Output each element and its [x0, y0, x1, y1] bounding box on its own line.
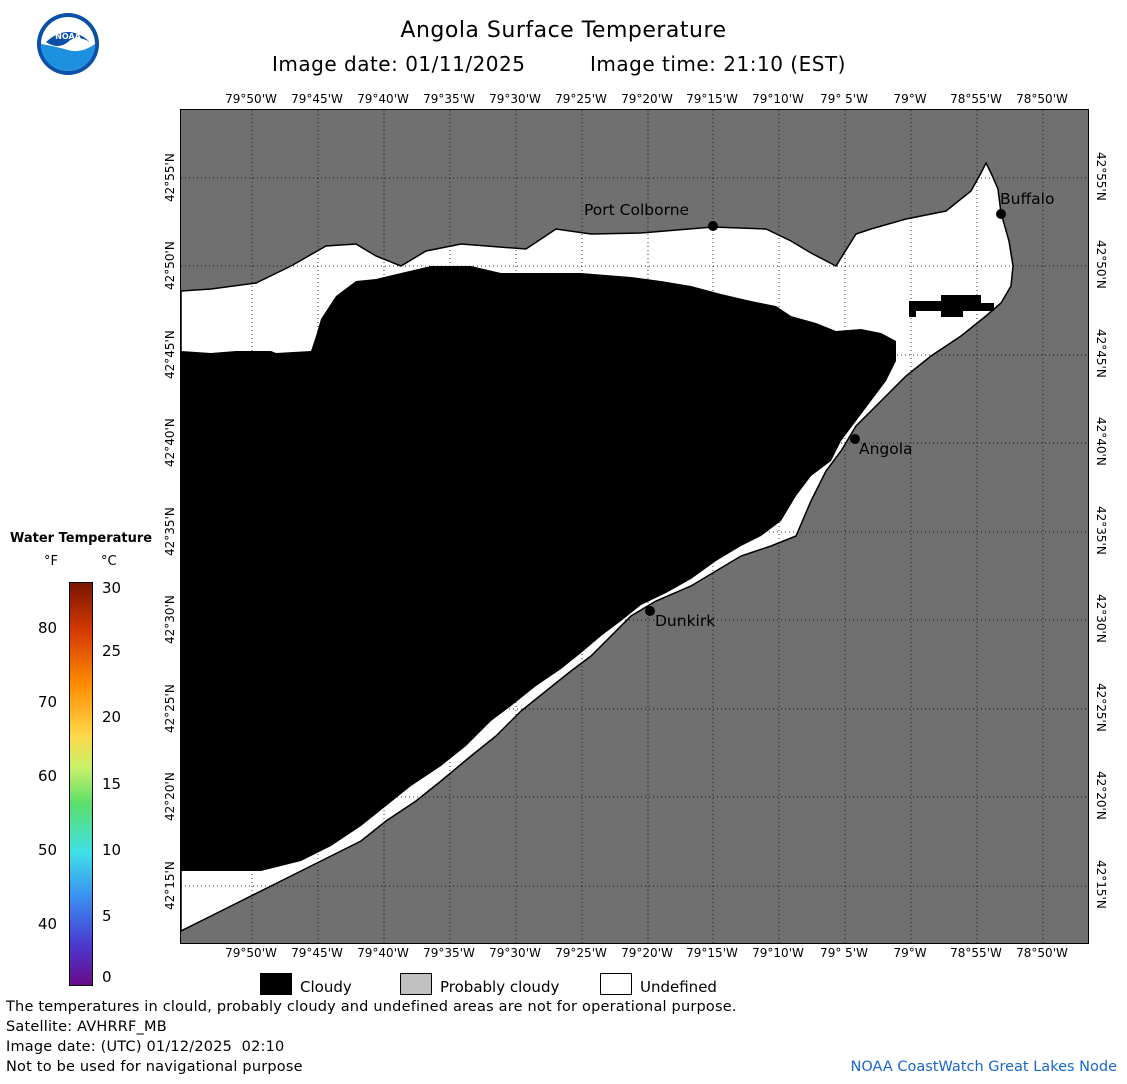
cloud-area: [181, 266, 896, 871]
lat-tick-left: 42°45'N: [163, 330, 177, 379]
lat-tick-left: 42°20'N: [163, 772, 177, 821]
lat-tick-right: 42°40'N: [1094, 417, 1108, 466]
f-label: 60: [38, 767, 58, 785]
lat-tick-right: 42°35'N: [1094, 506, 1108, 555]
lon-tick-top: 79°45'W: [291, 92, 343, 106]
c-label: 20: [102, 708, 122, 726]
legend-label-probably-cloudy: Probably cloudy: [440, 978, 560, 996]
satellite-text: Satellite: AVHRRF_MB: [6, 1019, 167, 1035]
lat-tick-right: 42°45'N: [1094, 329, 1108, 378]
lon-tick-top: 79°30'W: [489, 92, 541, 106]
lon-tick-bottom: 78°55'W: [950, 946, 1002, 960]
lon-tick-top: 79° 5'W: [820, 92, 868, 106]
lat-tick-right: 42°20'N: [1094, 771, 1108, 820]
map-panel: [180, 109, 1089, 944]
legend-label-undefined: Undefined: [640, 978, 717, 996]
lon-tick-bottom: 79°10'W: [752, 946, 804, 960]
lat-tick-left: 42°25'N: [163, 684, 177, 733]
dunkirk-marker: [645, 606, 655, 616]
lon-tick-top: 79°50'W: [225, 92, 277, 106]
lat-tick-left: 42°30'N: [163, 595, 177, 644]
lat-tick-left: 42°15'N: [163, 861, 177, 910]
lon-tick-bottom: 79°40'W: [357, 946, 409, 960]
lon-tick-top: 79°20'W: [621, 92, 673, 106]
lon-tick-bottom: 79°W: [893, 946, 927, 960]
unit-celsius: °C: [101, 554, 117, 569]
lat-tick-left: 42°40'N: [163, 418, 177, 467]
c-label: 25: [102, 642, 122, 660]
lat-tick-right: 42°50'N: [1094, 240, 1108, 289]
lon-tick-top: 78°55'W: [950, 92, 1002, 106]
graticule: [181, 110, 1088, 943]
c-label: 10: [102, 841, 122, 859]
color-scale-title: Water Temperature: [10, 531, 153, 546]
lon-tick-bottom: 78°50'W: [1016, 946, 1068, 960]
lat-tick-right: 42°55'N: [1094, 152, 1108, 201]
disclaimer-text: The temperatures in clould, probably clo…: [6, 999, 737, 1015]
cloud-patch-buffalo: [909, 295, 994, 317]
legend-label-cloudy: Cloudy: [300, 978, 352, 996]
lon-tick-top: 79°15'W: [686, 92, 738, 106]
legend-swatch-undefined: [600, 973, 632, 995]
image-time-label: Image time: 21:10 (EST): [590, 52, 846, 76]
c-label: 5: [102, 907, 112, 925]
f-label: 80: [38, 619, 58, 637]
buffalo-marker: [996, 209, 1006, 219]
unit-fahrenheit: °F: [44, 554, 58, 569]
lat-tick-left: 42°35'N: [163, 507, 177, 556]
lon-tick-bottom: 79°45'W: [291, 946, 343, 960]
c-label: 30: [102, 579, 122, 597]
f-label: 70: [38, 693, 58, 711]
lon-tick-top: 79°25'W: [555, 92, 607, 106]
lon-tick-bottom: 79°50'W: [225, 946, 277, 960]
noaa-logo: NOAA: [36, 12, 100, 76]
legend-swatch-probably-cloudy: [400, 973, 432, 995]
lon-tick-bottom: 79°30'W: [489, 946, 541, 960]
lon-tick-top: 79°35'W: [423, 92, 475, 106]
lat-tick-right: 42°30'N: [1094, 594, 1108, 643]
lat-tick-left: 42°55'N: [163, 153, 177, 202]
f-label: 40: [38, 915, 58, 933]
lon-tick-bottom: 79°15'W: [686, 946, 738, 960]
lon-tick-top: 79°10'W: [752, 92, 804, 106]
lon-tick-bottom: 79°35'W: [423, 946, 475, 960]
port-colborne-marker: [708, 221, 718, 231]
logo-text: NOAA: [55, 32, 81, 41]
utc-date-text: Image date: (UTC) 01/12/2025 02:10: [6, 1039, 285, 1055]
place-label-dunkirk: Dunkirk: [655, 612, 716, 630]
f-label: 50: [38, 841, 58, 859]
map-svg: [181, 110, 1088, 943]
lon-tick-bottom: 79°25'W: [555, 946, 607, 960]
lon-tick-top: 79°W: [893, 92, 927, 106]
c-label: 15: [102, 775, 122, 793]
place-label-port-colborne: Port Colborne: [584, 201, 690, 219]
lat-tick-left: 42°50'N: [163, 241, 177, 290]
lon-tick-bottom: 79°20'W: [621, 946, 673, 960]
legend-swatch-cloudy: [260, 973, 292, 995]
credit-text: NOAA CoastWatch Great Lakes Node: [850, 1059, 1117, 1075]
c-label: 0: [102, 968, 112, 986]
place-label-angola: Angola: [859, 440, 913, 458]
lon-tick-bottom: 79° 5'W: [820, 946, 868, 960]
lat-tick-right: 42°15'N: [1094, 860, 1108, 909]
place-label-buffalo: Buffalo: [1000, 190, 1055, 208]
image-date-label: Image date: 01/11/2025: [272, 52, 526, 76]
lat-tick-right: 42°25'N: [1094, 683, 1108, 732]
lon-tick-top: 78°50'W: [1016, 92, 1068, 106]
nav-note-text: Not to be used for navigational purpose: [6, 1059, 303, 1075]
map-title: Angola Surface Temperature: [400, 18, 727, 43]
angola-marker: [850, 434, 860, 444]
lon-tick-top: 79°40'W: [357, 92, 409, 106]
color-scale-bar: [69, 582, 93, 986]
